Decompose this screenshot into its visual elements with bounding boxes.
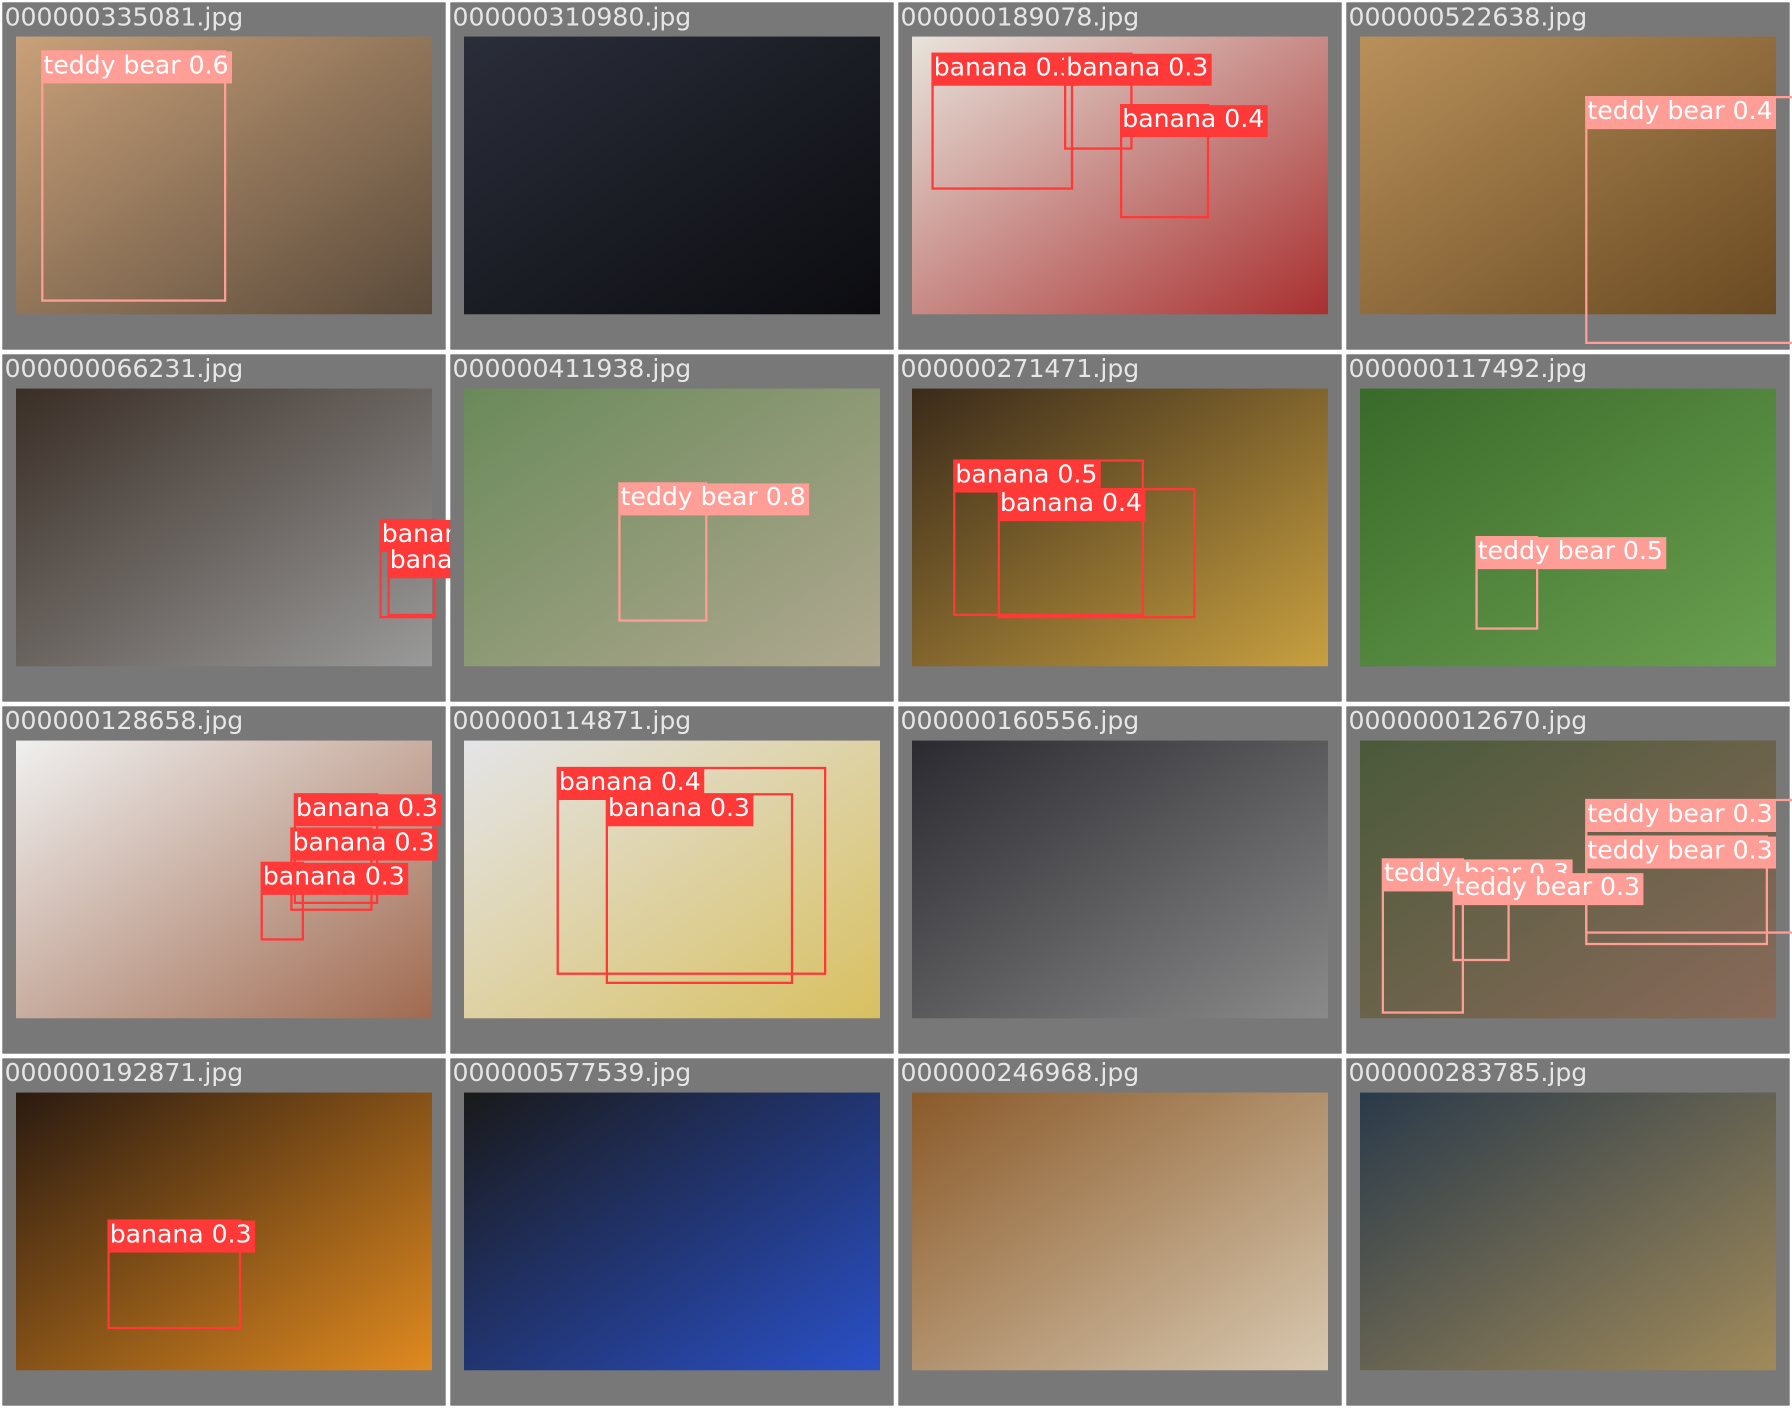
detection-label: banana 0.3 [293,827,435,856]
detection-label: banana 0.3 [263,862,405,891]
detections: teddy bear 0.3 teddy bear 0.3 teddy bear 0… [1381,799,1792,1014]
detection-label: teddy bear 0.5 [1478,536,1663,565]
detection-label: banana 0.5 [955,459,1097,488]
filename: 000000114871.jpg [453,706,692,735]
detections: banana 0.3 [107,1219,256,1330]
filename: 000000160556.jpg [901,706,1140,735]
tile: teddy bear 0.6 000000335081.jpg [2,2,446,350]
filename: 000000066231.jpg [5,354,244,383]
label-background [1453,873,1644,906]
detection-label: teddy bear 0.4 [1587,96,1772,125]
detections: teddy bear 0.4 [1585,96,1792,344]
filename: 000000012670.jpg [1349,706,1588,735]
tile: 000000160556.jpg [898,706,1342,1054]
label-background [261,862,409,895]
label-background [998,489,1146,522]
detections: banana 0.3 banana 0.3 banana 0.3 [260,793,442,941]
detection-label: banana 0.3 [934,53,1076,82]
filename: 000000577539.jpg [453,1058,692,1087]
label-background [1476,537,1667,570]
filename: 000000246968.jpg [901,1058,1140,1087]
filename: 000000411938.jpg [453,354,692,383]
detection-label: banana 0.3 [296,793,438,822]
tile: 000000310980.jpg [450,2,894,350]
filename: 000000128658.jpg [5,706,244,735]
detection-label: teddy bear 0.3 [1587,799,1772,828]
detection-label: banana 0.3 [1066,53,1208,82]
photo [911,388,1328,667]
filename: 000000189078.jpg [901,2,1140,31]
detections: teddy bear 0.6 [41,50,232,302]
detection-label: banana 0.3 [608,793,750,822]
label-background [932,53,1080,86]
photo [463,1092,880,1371]
tile: banana 0.3 banana 0.3 banana 0.3 0000001286… [2,706,446,1054]
tile: teddy bear 0.4 000000522638.jpg [1346,2,1792,350]
label-background [1065,53,1212,86]
detection-label: teddy bear 0.6 [43,50,228,79]
photo [1359,1092,1776,1371]
filename: 000000310980.jpg [453,2,692,31]
detection-label: banana 0.4 [1000,488,1142,517]
tile: 000000283785.jpg [1346,1058,1790,1406]
label-background [1121,105,1268,138]
photo [1359,388,1776,667]
tile: teddy bear 0.3 teddy bear 0.3 teddy bear 0… [1346,706,1792,1054]
detection-label: banana 0.4 [1122,104,1264,133]
label-background [954,460,1101,493]
filename: 000000192871.jpg [5,1058,244,1087]
detections: teddy bear 0.5 [1475,536,1667,630]
label-background [606,794,754,827]
detection-label: banana 0.3 [110,1219,252,1248]
detection-label: teddy bear 0.3 [1455,872,1640,901]
detection-label: teddy bear 0.8 [621,482,806,511]
photo [15,388,432,667]
label-background [619,483,810,516]
label-background [108,1220,256,1253]
detection-label: teddy bear 0.3 [1587,835,1772,864]
tile: banana 0.3 000000192871.jpg [2,1058,446,1406]
detection-label: banana 0.4 [559,767,701,796]
filename: 000000335081.jpg [5,2,244,31]
filename: 000000283785.jpg [1349,1058,1588,1087]
filename: 000000271471.jpg [901,354,1140,383]
photo [911,740,1328,1019]
photo [911,1092,1328,1371]
label-background [291,828,438,861]
tile: 000000577539.jpg [450,1058,894,1406]
tile: teddy bear 0.8 000000411938.jpg [450,354,894,702]
label-background [1586,97,1776,130]
photo [463,36,880,315]
label-background [1586,799,1776,832]
label-background [1586,836,1776,869]
photo [1359,36,1776,315]
filename: 000000522638.jpg [1349,2,1588,31]
label-background [42,51,232,84]
tile: teddy bear 0.5 000000117492.jpg [1346,354,1790,702]
filename: 000000117492.jpg [1349,354,1588,383]
detections: teddy bear 0.8 [618,482,810,622]
photo [463,388,880,667]
tile: 000000246968.jpg [898,1058,1342,1406]
label-background [294,794,442,827]
